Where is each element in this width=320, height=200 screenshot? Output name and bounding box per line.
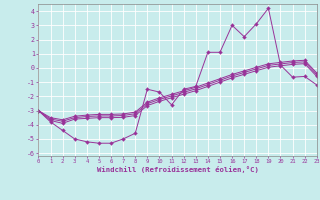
X-axis label: Windchill (Refroidissement éolien,°C): Windchill (Refroidissement éolien,°C) <box>97 166 259 173</box>
